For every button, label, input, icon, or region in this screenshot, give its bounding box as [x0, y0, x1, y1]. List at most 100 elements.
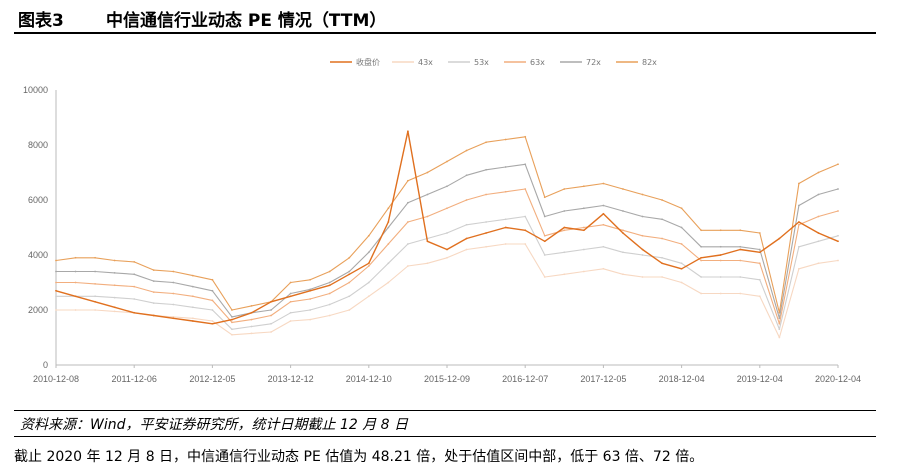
data-point-close [563, 226, 566, 229]
y-tick-label: 0 [43, 360, 48, 370]
data-point-53x [504, 218, 507, 221]
data-point-close [328, 284, 331, 287]
data-point-72x [289, 292, 292, 295]
data-point-53x [231, 328, 233, 331]
data-point-82x [348, 256, 351, 259]
data-point-63x [191, 295, 194, 298]
data-point-close [758, 251, 761, 254]
data-point-close [739, 248, 742, 251]
data-point-53x [289, 311, 292, 314]
data-point-53x [446, 232, 448, 234]
data-point-43x [407, 265, 409, 267]
legend-label-63x: 63x [530, 58, 545, 67]
body-paragraph: 截止 2020 年 12 月 8 日，中信通信行业动态 PE 估值为 48.21… [14, 449, 704, 465]
data-point-72x [191, 285, 194, 288]
data-point-82x [602, 182, 605, 185]
data-point-82x [798, 182, 800, 185]
data-point-72x [367, 251, 370, 254]
top-rule [14, 32, 876, 34]
x-tick-label: 2017-12-05 [580, 374, 626, 384]
data-point-close [817, 232, 820, 234]
data-point-53x [798, 245, 800, 248]
data-point-82x [700, 229, 703, 232]
data-point-53x [309, 309, 312, 311]
data-point-43x [367, 295, 370, 298]
data-point-72x [661, 218, 663, 221]
data-point-63x [55, 281, 57, 284]
data-point-53x [367, 281, 370, 284]
data-point-82x [563, 188, 566, 190]
data-point-close [602, 212, 605, 215]
data-point-63x [582, 226, 585, 229]
data-point-63x [661, 237, 663, 240]
data-point-close [270, 300, 272, 303]
data-point-82x [837, 163, 839, 166]
data-point-72x [719, 245, 722, 248]
data-point-63x [348, 281, 351, 284]
data-point-close [661, 262, 663, 265]
data-point-43x [231, 333, 233, 336]
data-point-43x [582, 270, 585, 273]
data-point-43x [602, 267, 605, 270]
data-point-close [133, 311, 136, 314]
data-point-72x [778, 317, 781, 320]
data-point-53x [582, 248, 585, 251]
data-point-43x [641, 276, 644, 278]
legend-label-close: 收盘价 [356, 57, 380, 67]
data-point-43x [387, 281, 390, 284]
data-point-close [680, 267, 683, 270]
data-point-63x [837, 210, 839, 212]
figure-number: 图表3 [18, 11, 64, 31]
data-point-72x [543, 215, 546, 218]
legend-label-82x: 82x [642, 58, 657, 67]
data-point-43x [524, 243, 527, 245]
data-point-72x [113, 271, 116, 274]
data-point-43x [191, 317, 194, 320]
data-point-72x [446, 185, 448, 188]
data-point-43x [543, 276, 546, 278]
x-tick-label: 2018-12-04 [659, 374, 705, 384]
data-point-43x [94, 309, 96, 311]
series-line-72x [56, 163, 839, 319]
data-point-43x [680, 281, 683, 284]
data-point-53x [152, 302, 155, 305]
data-point-43x [563, 273, 566, 276]
data-point-63x [74, 281, 77, 284]
legend-label-43x: 43x [418, 58, 433, 67]
chart-legend: 收盘价 43x 53x 63x 72x 82x [330, 57, 657, 67]
data-point-43x [172, 315, 175, 318]
data-point-82x [719, 229, 722, 232]
data-point-53x [133, 298, 136, 300]
data-point-43x [485, 245, 487, 248]
data-point-72x [504, 166, 507, 168]
data-point-63x [485, 193, 487, 196]
data-point-43x [837, 259, 839, 262]
data-point-82x [211, 278, 214, 281]
data-point-43x [622, 273, 624, 276]
data-point-72x [328, 281, 331, 284]
data-point-72x [133, 273, 136, 276]
data-point-72x [55, 270, 57, 273]
data-point-82x [55, 259, 57, 262]
x-tick-label: 2013-12-12 [268, 374, 314, 384]
data-point-close [524, 229, 527, 232]
data-point-close [94, 300, 96, 303]
data-point-close [622, 232, 624, 234]
data-point-close [485, 232, 487, 234]
data-point-53x [407, 243, 409, 245]
data-point-43x [328, 314, 331, 317]
data-point-43x [211, 320, 214, 322]
data-point-82x [661, 199, 663, 201]
data-point-close [543, 240, 546, 243]
data-point-53x [758, 278, 761, 281]
series-line-82x [55, 136, 839, 314]
data-point-82x [680, 207, 683, 210]
data-point-82x [758, 232, 761, 234]
data-point-72x [485, 168, 487, 171]
data-point-53x [543, 254, 546, 256]
data-point-63x [407, 221, 409, 223]
data-point-72x [465, 174, 468, 177]
data-point-63x [426, 215, 429, 218]
data-point-72x [700, 245, 703, 248]
